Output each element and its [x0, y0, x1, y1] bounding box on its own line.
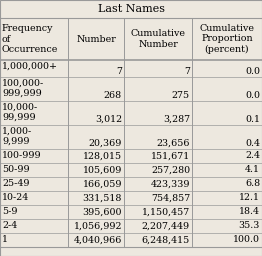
Text: 7: 7 [184, 67, 190, 76]
Text: 18.4: 18.4 [239, 208, 260, 217]
Text: 100-999: 100-999 [2, 152, 42, 161]
Text: 3,287: 3,287 [163, 114, 190, 123]
Text: 1,056,992: 1,056,992 [74, 221, 122, 230]
Text: 1: 1 [2, 236, 8, 244]
Text: 2,207,449: 2,207,449 [142, 221, 190, 230]
Text: 5-9: 5-9 [2, 208, 18, 217]
Text: Number: Number [76, 35, 116, 44]
Text: 268: 268 [104, 91, 122, 100]
Text: 151,671: 151,671 [151, 152, 190, 161]
Text: 4.1: 4.1 [245, 165, 260, 175]
Text: 10,000-
99,999: 10,000- 99,999 [2, 102, 38, 122]
Text: 0.1: 0.1 [245, 114, 260, 123]
Text: 20,369: 20,369 [89, 138, 122, 147]
Text: 6,248,415: 6,248,415 [142, 236, 190, 244]
Text: Cumulative
Proportion
(percent): Cumulative Proportion (percent) [199, 24, 254, 54]
Text: 4,040,966: 4,040,966 [74, 236, 122, 244]
Text: 50-99: 50-99 [2, 165, 30, 175]
Text: 100,000-
999,999: 100,000- 999,999 [2, 79, 44, 98]
Text: 25-49: 25-49 [2, 179, 30, 188]
Text: 754,857: 754,857 [151, 194, 190, 202]
Text: 128,015: 128,015 [83, 152, 122, 161]
Text: 2-4: 2-4 [2, 221, 17, 230]
Text: 3,012: 3,012 [95, 114, 122, 123]
Text: 100.0: 100.0 [233, 236, 260, 244]
Text: 0.0: 0.0 [245, 91, 260, 100]
Text: 23,656: 23,656 [156, 138, 190, 147]
Text: 10-24: 10-24 [2, 194, 29, 202]
Text: Cumulative
Number: Cumulative Number [130, 29, 185, 49]
Text: 2.4: 2.4 [245, 152, 260, 161]
Text: 0.0: 0.0 [245, 67, 260, 76]
Text: 12.1: 12.1 [239, 194, 260, 202]
Text: 6.8: 6.8 [245, 179, 260, 188]
Text: 395,600: 395,600 [83, 208, 122, 217]
Text: 423,339: 423,339 [150, 179, 190, 188]
Text: 257,280: 257,280 [151, 165, 190, 175]
Text: 7: 7 [116, 67, 122, 76]
Text: 275: 275 [172, 91, 190, 100]
Text: 1,000,000+: 1,000,000+ [2, 61, 58, 70]
Text: 331,518: 331,518 [83, 194, 122, 202]
Text: 105,609: 105,609 [83, 165, 122, 175]
Text: 1,000-
9,999: 1,000- 9,999 [2, 126, 32, 146]
Text: Last Names: Last Names [97, 4, 165, 14]
Text: Frequency
of
Occurrence: Frequency of Occurrence [2, 24, 58, 54]
Text: 35.3: 35.3 [239, 221, 260, 230]
Text: 166,059: 166,059 [83, 179, 122, 188]
Text: 0.4: 0.4 [245, 138, 260, 147]
Text: 1,150,457: 1,150,457 [142, 208, 190, 217]
